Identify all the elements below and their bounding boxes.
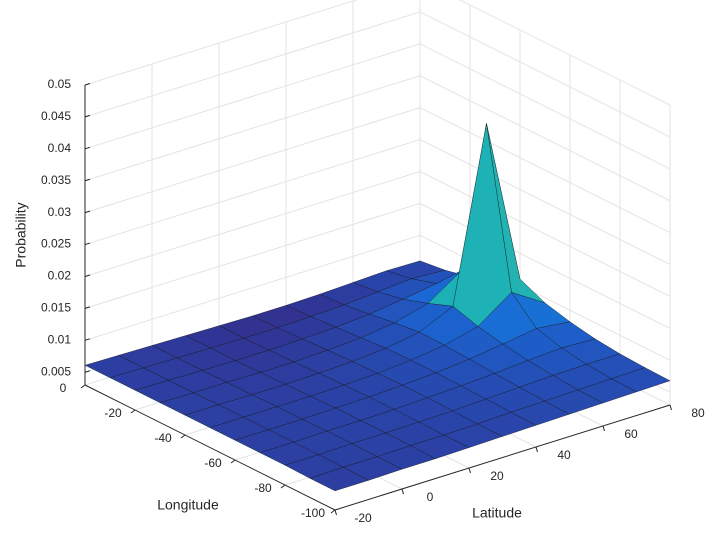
y-tick-label: -20	[104, 406, 122, 420]
y-tick-label: -80	[254, 481, 272, 495]
grid-line	[458, 0, 671, 106]
z-tick	[84, 274, 91, 277]
grid-line	[84, 11, 421, 118]
axes: 0.005 0.01 0.015 0.02 0.025 0.03 0.035 0.04 0.04…	[41, 77, 705, 525]
x-tick	[602, 425, 605, 432]
y-tick-label: -40	[154, 431, 172, 445]
z-axis-title: Probability	[13, 202, 29, 267]
z-tick	[84, 210, 91, 214]
x-tick-label: 0	[427, 490, 434, 504]
x-axis-title: Latitude	[472, 505, 522, 521]
grid-line	[84, 43, 421, 150]
z-tick-label: 0.025	[41, 237, 71, 251]
z-tick-label: 0.05	[48, 77, 72, 91]
z-tick	[84, 178, 91, 182]
x-tick	[401, 488, 404, 495]
z-tick-label: 0.035	[41, 173, 71, 187]
x-tick-label: 80	[691, 406, 705, 420]
y-tick	[80, 384, 86, 389]
z-tick-label: 0.005	[41, 364, 71, 378]
grid-line	[419, 202, 671, 329]
z-tick-label: 0.02	[48, 269, 72, 283]
x-tick-label: 40	[557, 448, 571, 462]
x-tick	[535, 446, 538, 453]
y-axis-title: Longitude	[157, 497, 219, 513]
y-tick	[280, 484, 286, 489]
grid-line	[419, 234, 671, 361]
z-tick-label: 0.01	[48, 332, 72, 346]
y-tick-label: -100	[301, 506, 325, 520]
z-tick-label: 0.04	[48, 141, 72, 155]
grid-line	[84, 202, 421, 309]
x-tick-label: 20	[490, 469, 504, 483]
grid-line	[419, 139, 671, 266]
x-tick	[669, 404, 672, 411]
surface	[84, 123, 671, 492]
grid-line	[84, 139, 421, 246]
z-tick	[84, 242, 91, 246]
z-tick	[84, 114, 91, 118]
z-tick	[84, 338, 91, 341]
x-tick	[468, 467, 471, 474]
z-tick-label: 0.03	[48, 205, 72, 219]
y-tick	[130, 409, 136, 414]
z-tick	[84, 306, 91, 309]
y-tick-label: 0	[60, 381, 67, 395]
grid-line	[419, 11, 671, 138]
grid-line	[419, 107, 671, 234]
y-axis-line	[84, 384, 336, 511]
z-tick-label: 0.015	[41, 301, 71, 315]
grid-line	[84, 107, 421, 214]
x-tick	[334, 509, 337, 516]
x-tick-label: 60	[624, 427, 638, 441]
z-tick	[84, 146, 91, 150]
surface-patch	[309, 466, 370, 492]
y-tick	[330, 509, 336, 514]
z-tick-label: 0.045	[41, 109, 71, 123]
grid-line	[84, 234, 421, 341]
z-tick	[84, 83, 91, 86]
y-tick-label: -60	[204, 456, 222, 470]
grid-line	[84, 171, 421, 277]
grid-line	[419, 43, 671, 170]
y-tick	[230, 459, 236, 464]
grid-line	[84, 75, 421, 182]
grid-line	[84, 0, 358, 86]
grid-line	[419, 171, 671, 297]
x-axis-line	[334, 404, 671, 511]
y-tick	[180, 434, 186, 439]
z-tick	[84, 370, 91, 373]
grid-line	[419, 75, 671, 202]
x-tick-label: -20	[354, 511, 372, 525]
